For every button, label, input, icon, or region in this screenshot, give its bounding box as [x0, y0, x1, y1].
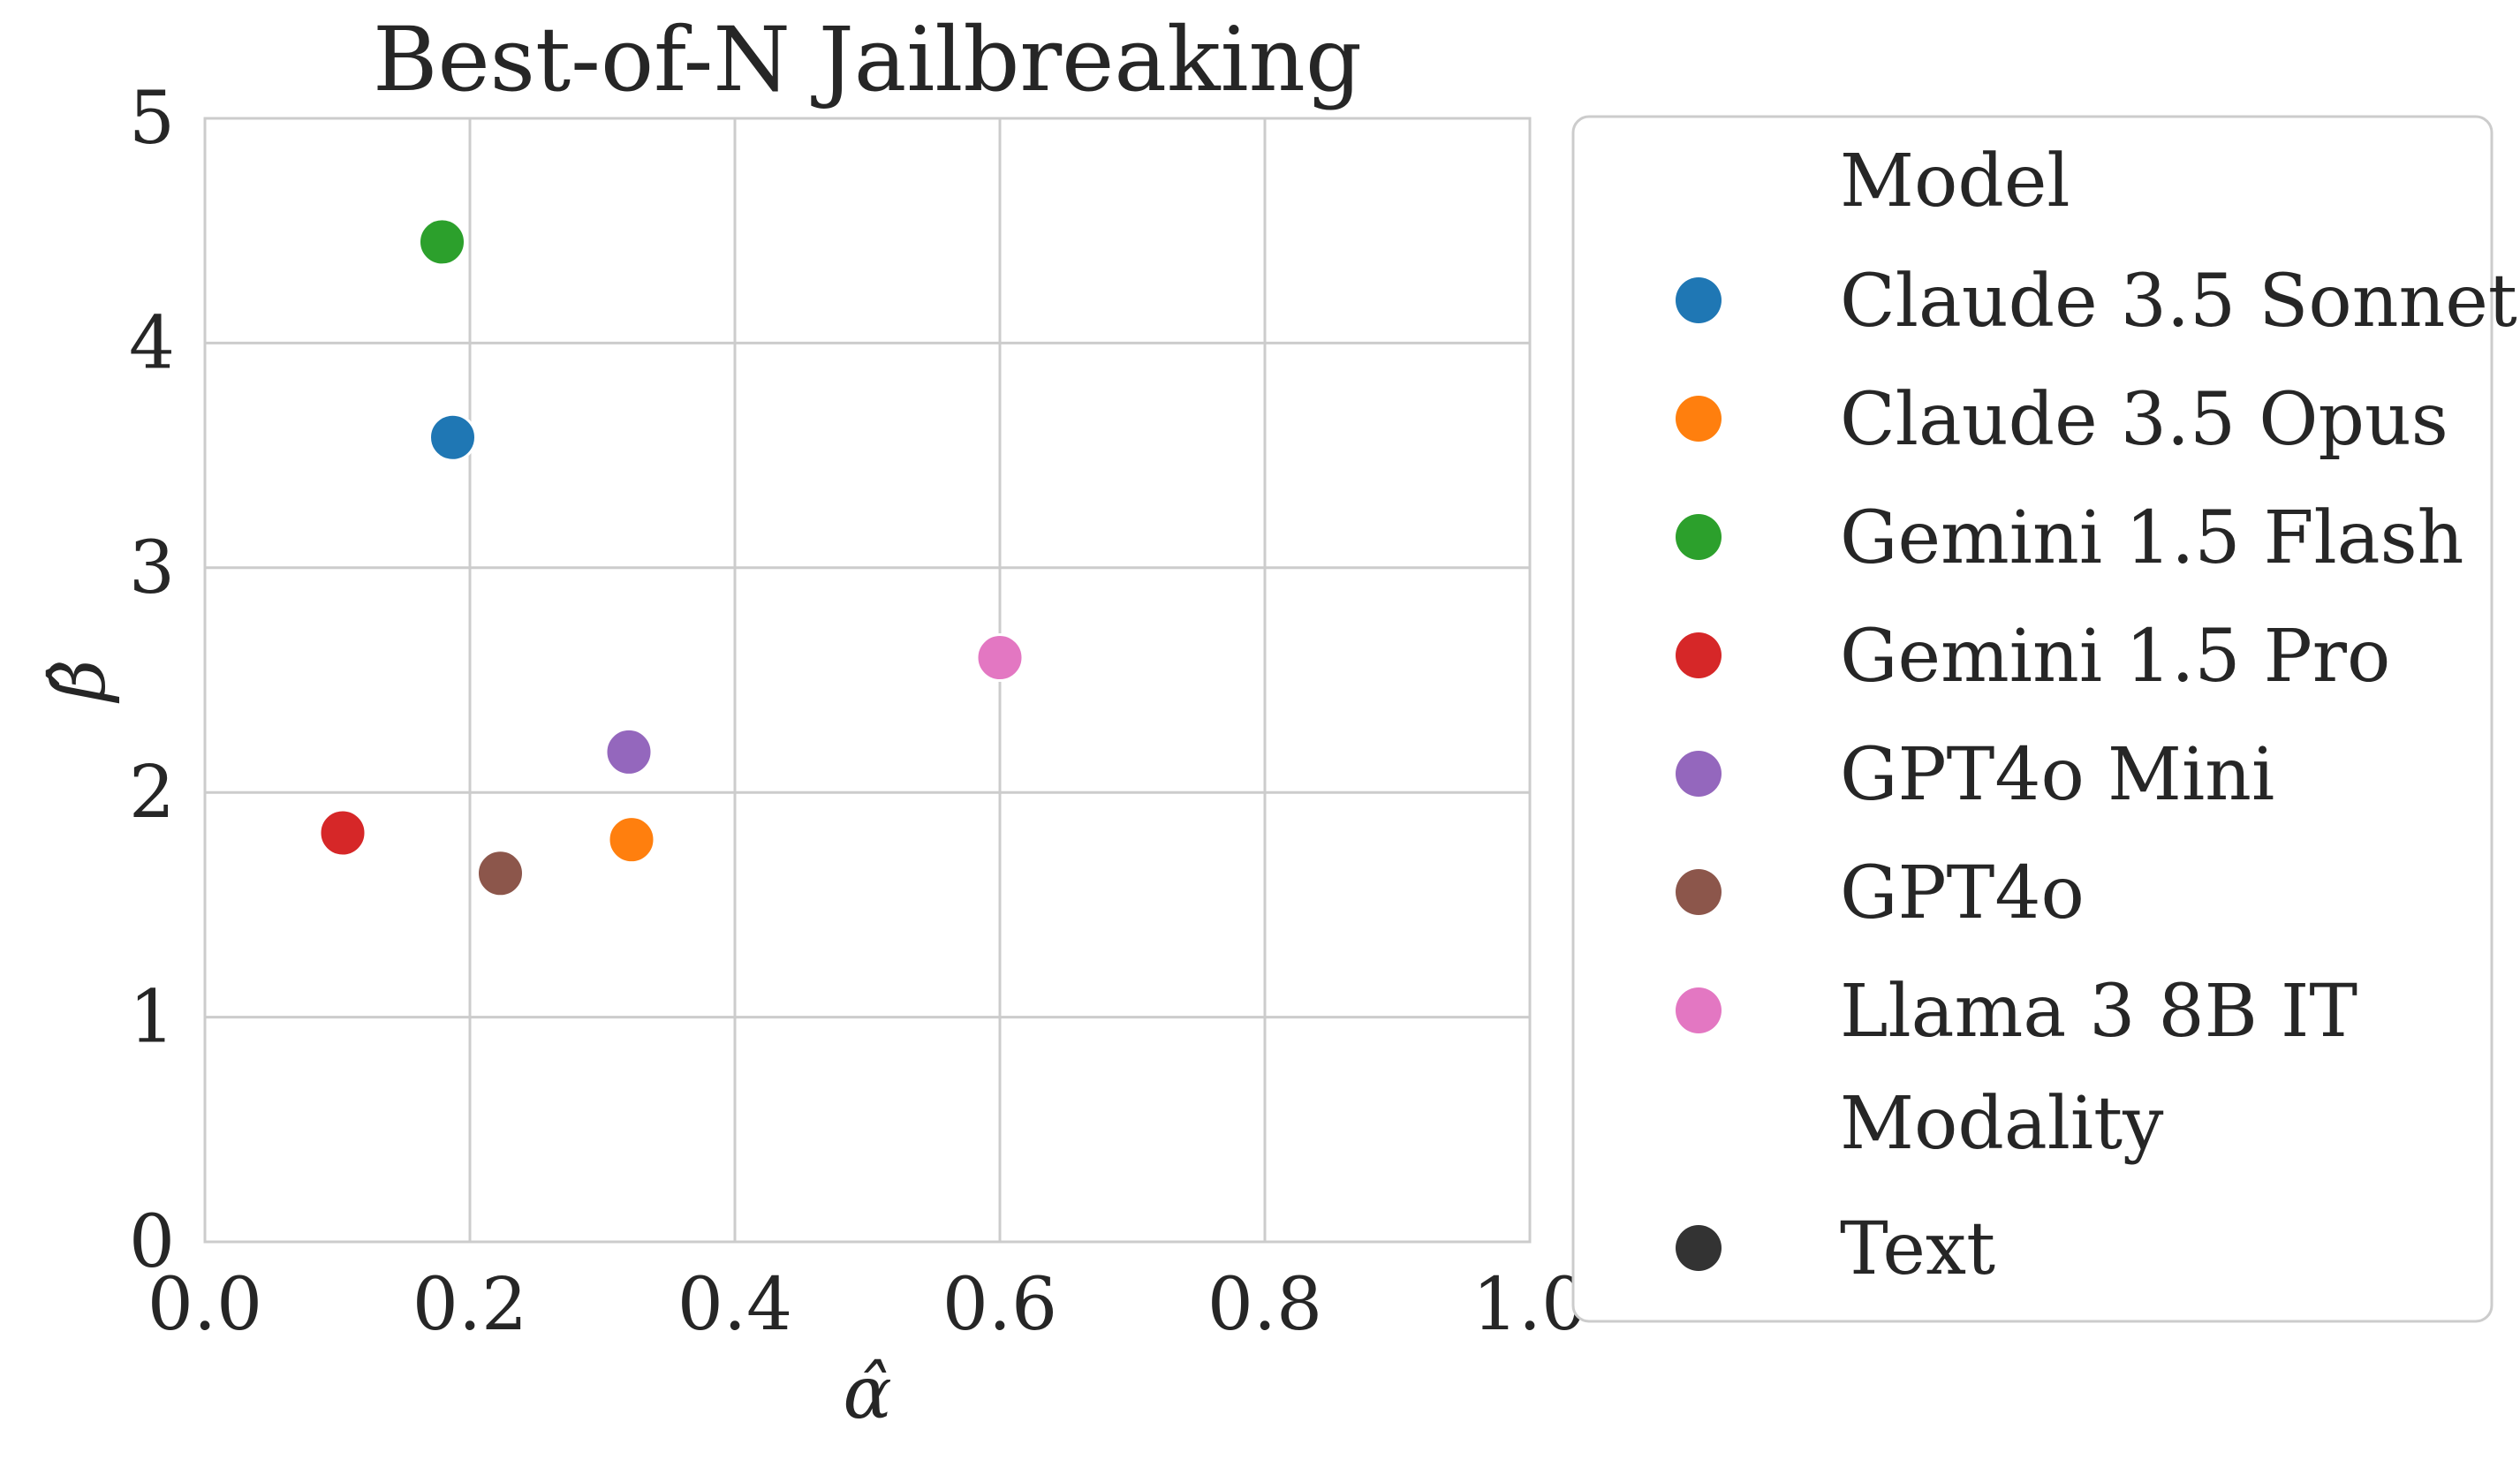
- legend: Model Claude 3.5 Sonnet Claude 3.5 Opus Ge…: [1571, 115, 2517, 1323]
- y-gridlines: [205, 341, 1530, 1019]
- y-tick-label: 1: [129, 976, 175, 1060]
- x-tick-label: 0.4: [677, 1263, 792, 1347]
- y-tick-label: 3: [129, 526, 175, 610]
- y-tick-labels: 0 1 2 3 4 5: [129, 77, 175, 1284]
- x-tick-label: 1.0: [1472, 1263, 1587, 1347]
- legend-label: Gemini 1.5 Flash: [1840, 496, 2464, 580]
- plot-area: [203, 117, 1532, 1244]
- x-axis-label: α̂: [843, 1351, 891, 1435]
- x-tick-labels: 0.0 0.2 0.4 0.6 0.8 1.0: [148, 1263, 1587, 1347]
- point-gpt4o-mini: [604, 727, 654, 776]
- legend-marker: [1676, 396, 1722, 442]
- point-gpt4o: [476, 849, 525, 898]
- chart-title: Best-of-N Jailbreaking: [373, 8, 1362, 111]
- legend-label: GPT4o Mini: [1840, 733, 2274, 817]
- legend-label: GPT4o: [1840, 851, 2085, 935]
- y-tick-label: 5: [129, 77, 175, 161]
- y-tick-label: 0: [129, 1200, 175, 1284]
- point-claude-3-5-opus: [607, 815, 656, 865]
- legend-modality-entries: Text: [1676, 1207, 1995, 1291]
- x-tick-label: 0.6: [942, 1263, 1057, 1347]
- legend-label: Gemini 1.5 Pro: [1840, 615, 2390, 699]
- data-points: [318, 217, 1025, 898]
- y-axis-label: β̂: [38, 659, 122, 703]
- legend-marker: [1676, 1225, 1722, 1271]
- legend-model-entries: Claude 3.5 Sonnet Claude 3.5 Opus Gemini 1…: [1676, 260, 2517, 1054]
- y-tick-label: 4: [129, 301, 175, 385]
- legend-label: Claude 3.5 Sonnet: [1840, 260, 2517, 344]
- x-tick-label: 0.2: [412, 1263, 527, 1347]
- point-llama-3-8b-it: [975, 633, 1025, 683]
- x-tick-label: 0.8: [1207, 1263, 1322, 1347]
- point-claude-3-5-sonnet: [428, 412, 477, 462]
- x-tick-label: 0.0: [148, 1263, 262, 1347]
- legend-label: Claude 3.5 Opus: [1840, 378, 2448, 462]
- legend-title-modality: Modality: [1840, 1082, 2164, 1166]
- legend-marker: [1676, 277, 1722, 323]
- y-tick-label: 2: [129, 751, 175, 835]
- point-gemini-1-5-pro: [318, 808, 367, 858]
- legend-title-model: Model: [1840, 140, 2070, 223]
- legend-label: Llama 3 8B IT: [1840, 970, 2357, 1054]
- point-gemini-1-5-flash: [418, 217, 466, 267]
- legend-marker: [1676, 987, 1722, 1033]
- legend-frame: [1571, 115, 2494, 1323]
- legend-marker: [1676, 632, 1722, 678]
- legend-label: Text: [1840, 1207, 1995, 1291]
- legend-marker: [1676, 751, 1722, 797]
- legend-marker: [1676, 514, 1722, 560]
- legend-marker: [1676, 869, 1722, 915]
